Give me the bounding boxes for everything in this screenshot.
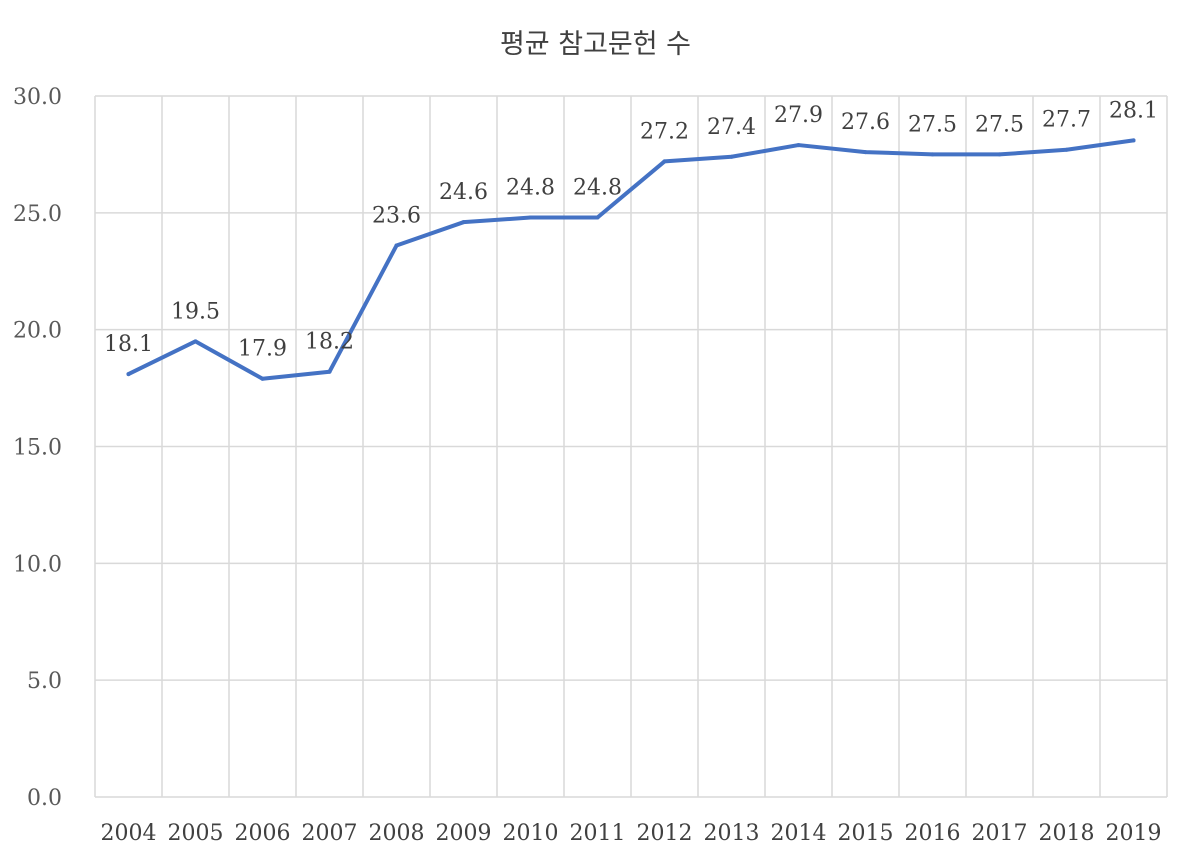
- x-tick-label: 2005: [168, 821, 224, 846]
- data-point: [327, 369, 332, 374]
- data-label: 27.5: [975, 112, 1024, 137]
- data-point: [461, 220, 466, 225]
- data-label: 17.9: [238, 337, 287, 362]
- series-line: [126, 138, 1136, 381]
- data-point: [930, 152, 935, 157]
- data-point: [729, 154, 734, 159]
- x-tick-label: 2019: [1106, 821, 1162, 846]
- data-label: 27.7: [1042, 108, 1091, 133]
- data-label: 23.6: [372, 204, 421, 229]
- y-tick-label: 30.0: [13, 85, 62, 110]
- data-point: [796, 143, 801, 148]
- data-label: 18.2: [305, 330, 354, 355]
- x-tick-label: 2008: [369, 821, 425, 846]
- x-tick-label: 2013: [704, 821, 760, 846]
- x-tick-label: 2009: [436, 821, 492, 846]
- x-tick-label: 2010: [503, 821, 559, 846]
- data-point: [126, 372, 131, 377]
- data-point: [528, 215, 533, 220]
- data-point: [595, 215, 600, 220]
- series-group: [126, 138, 1136, 381]
- data-label: 19.5: [171, 299, 220, 324]
- x-tick-label: 2012: [637, 821, 693, 846]
- data-label: 18.1: [104, 332, 153, 357]
- x-tick-label: 2004: [101, 821, 157, 846]
- x-tick-label: 2018: [1039, 821, 1095, 846]
- data-label: 27.2: [640, 119, 689, 144]
- data-label: 27.5: [908, 112, 957, 137]
- vertical-gridlines: [94, 96, 1168, 797]
- data-point: [1131, 138, 1136, 143]
- y-tick-label: 15.0: [13, 436, 62, 461]
- y-tick-label: 10.0: [13, 552, 62, 577]
- data-label: 24.6: [439, 180, 488, 205]
- y-axis: 0.0 5.0 10.0 15.0 20.0 25.0 30.0: [13, 85, 62, 811]
- y-tick-label: 0.0: [27, 786, 62, 811]
- data-point: [997, 152, 1002, 157]
- x-tick-label: 2017: [972, 821, 1028, 846]
- data-point: [193, 339, 198, 344]
- data-label: 27.6: [841, 110, 890, 135]
- data-label: 27.9: [774, 103, 823, 128]
- data-point: [260, 376, 265, 381]
- data-point: [662, 159, 667, 164]
- data-label: 28.1: [1109, 98, 1158, 123]
- x-axis: 2004 2005 2006 2007 2008 2009 2010 2011 2012 2013…: [101, 821, 1162, 846]
- data-point: [1064, 147, 1069, 152]
- data-labels: 18.1 19.5 17.9 18.2 23.6 24.6 24.8 24.8 27.2 27.4…: [104, 98, 1158, 361]
- x-tick-label: 2007: [302, 821, 358, 846]
- y-tick-label: 20.0: [13, 319, 62, 344]
- x-tick-label: 2015: [838, 821, 894, 846]
- data-label: 27.4: [707, 115, 756, 140]
- data-label: 24.8: [573, 176, 622, 201]
- x-tick-label: 2014: [771, 821, 827, 846]
- data-point: [863, 150, 868, 155]
- x-tick-label: 2016: [905, 821, 961, 846]
- x-tick-label: 2011: [570, 821, 626, 846]
- y-tick-label: 5.0: [27, 669, 62, 694]
- chart-title: 평균 참고문헌 수: [499, 29, 692, 60]
- data-point: [394, 243, 399, 248]
- data-label: 24.8: [506, 176, 555, 201]
- y-tick-label: 25.0: [13, 202, 62, 227]
- x-tick-label: 2006: [235, 821, 291, 846]
